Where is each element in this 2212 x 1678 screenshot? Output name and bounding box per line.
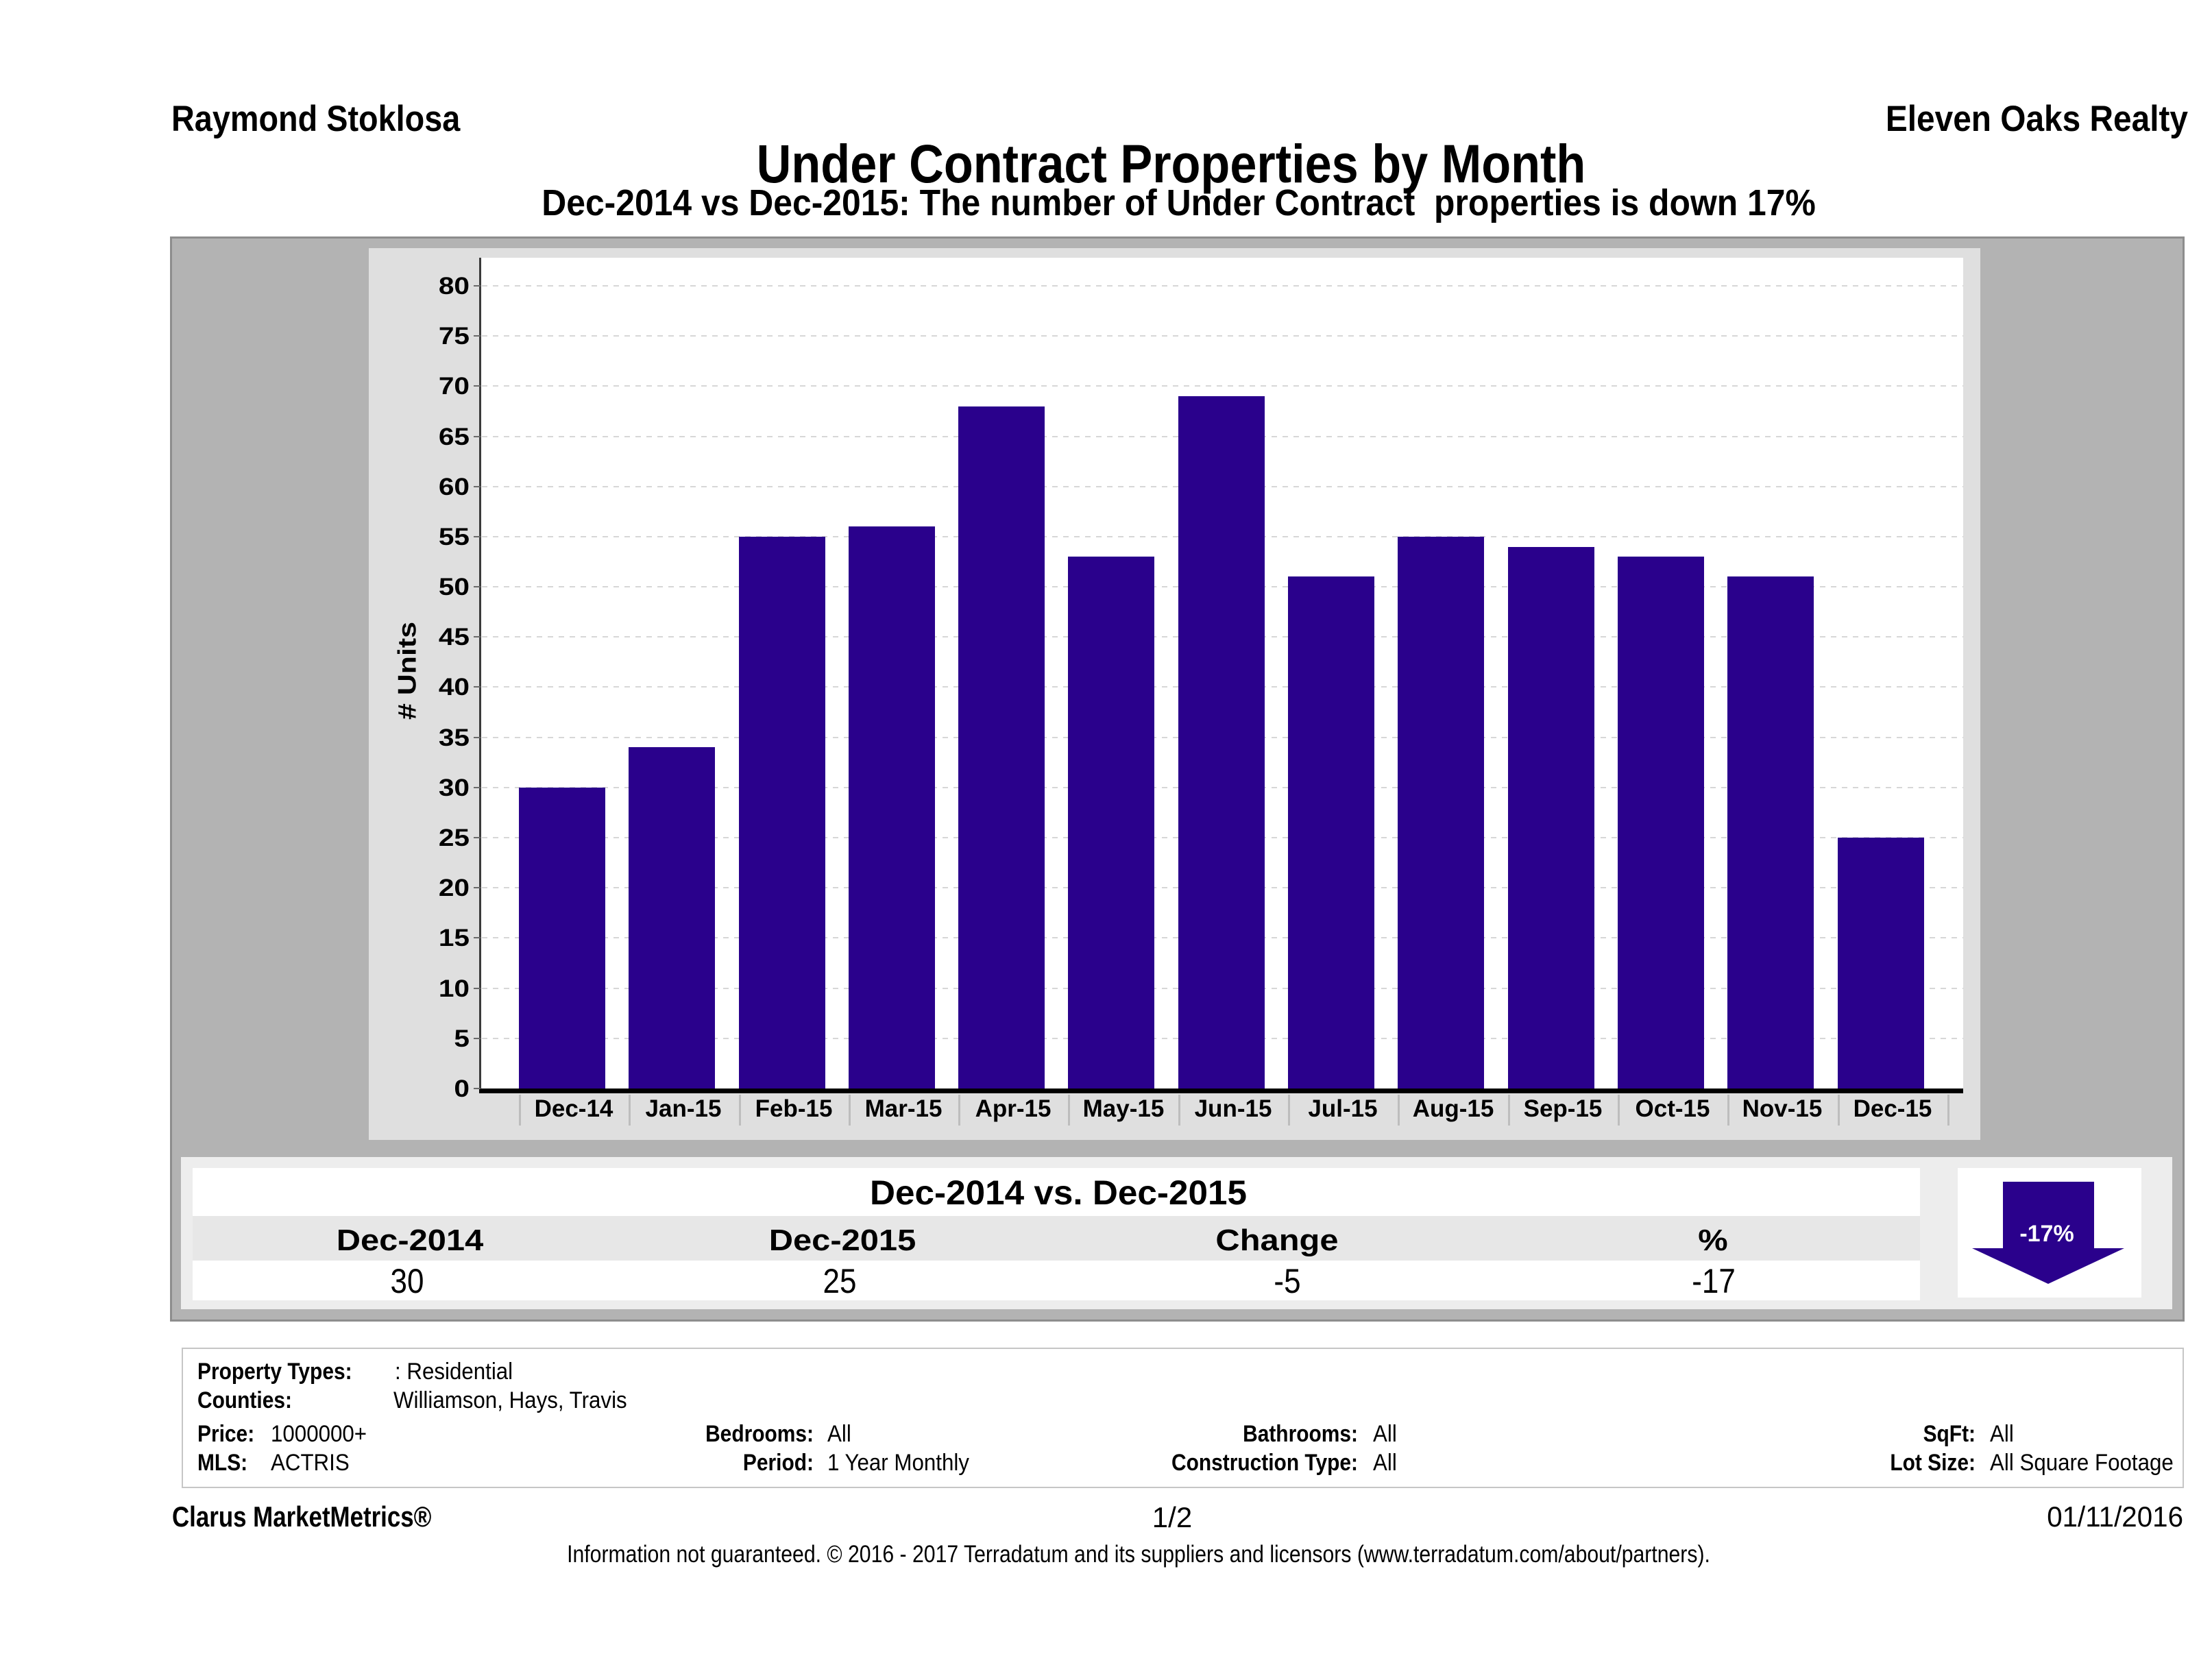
svg-text:-17%: -17% [2019,1221,2074,1247]
